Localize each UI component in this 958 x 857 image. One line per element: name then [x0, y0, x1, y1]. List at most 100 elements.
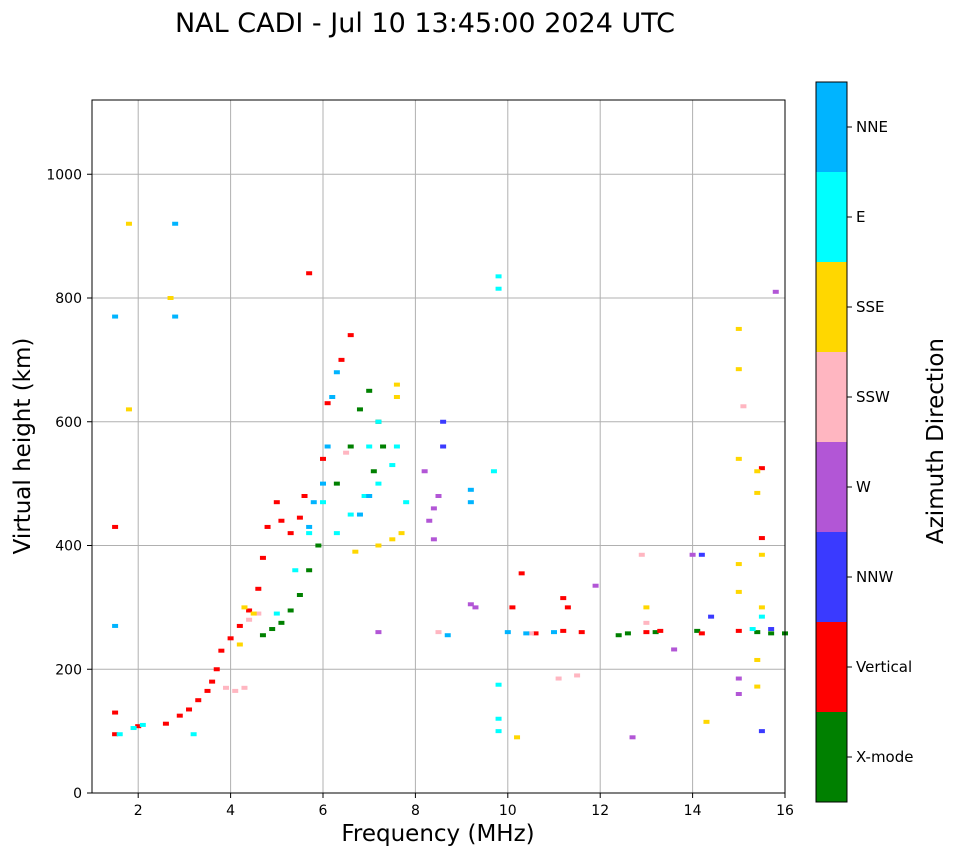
- data-point-vertical: [278, 518, 285, 523]
- data-point-vertical: [209, 679, 216, 684]
- data-point-nne: [329, 395, 336, 399]
- data-point-vertical: [204, 688, 211, 693]
- colorbar-tick-label: SSW: [856, 388, 890, 406]
- data-point-vertical: [176, 713, 183, 718]
- data-point-sse: [375, 543, 382, 548]
- x-tick-label: 12: [591, 803, 609, 819]
- colorbar-tick-label: X-mode: [856, 748, 913, 766]
- data-point-ssw: [555, 676, 562, 681]
- data-point-sse: [398, 531, 405, 536]
- data-point-w: [421, 469, 428, 474]
- x-tick-label: 4: [226, 803, 235, 819]
- data-point-vertical: [112, 524, 119, 529]
- data-point-vertical: [264, 524, 271, 529]
- data-point-sse: [758, 605, 765, 610]
- data-point-sse: [754, 657, 761, 662]
- y-tick-label: 400: [55, 539, 82, 555]
- data-point-sse: [125, 407, 132, 412]
- data-point-nne: [523, 631, 530, 636]
- data-point-ssw: [343, 450, 350, 455]
- data-point-x-mode: [624, 631, 631, 636]
- data-point-vertical: [518, 571, 525, 576]
- data-point-nne: [551, 630, 557, 635]
- data-point-vertical: [509, 605, 516, 610]
- colorbar-segment: [816, 82, 847, 172]
- data-point-sse: [352, 549, 359, 554]
- data-point-nne: [467, 500, 474, 505]
- data-point-w: [430, 537, 437, 542]
- data-point-nne: [324, 444, 331, 449]
- data-point-sse: [754, 469, 761, 474]
- data-point-vertical: [112, 710, 119, 715]
- data-point-e: [375, 419, 382, 424]
- data-point-vertical: [162, 721, 169, 726]
- data-point-vertical: [758, 536, 765, 541]
- colorbar-segment: [816, 622, 847, 712]
- data-point-w: [629, 735, 636, 740]
- data-point-sse: [758, 552, 765, 557]
- data-point-vertical: [135, 724, 142, 729]
- data-point-nne: [112, 314, 119, 319]
- data-point-e: [490, 469, 497, 474]
- data-point-w: [430, 506, 437, 511]
- colorbar-tick-label: NNW: [856, 568, 893, 586]
- x-tick-label: 8: [411, 803, 420, 819]
- data-point-x-mode: [380, 444, 387, 449]
- data-point-nne: [310, 500, 317, 505]
- data-point-vertical: [287, 531, 294, 536]
- data-point-sse: [754, 490, 761, 495]
- data-point-e: [116, 732, 123, 737]
- data-point-w: [467, 602, 474, 607]
- data-point-e: [347, 512, 354, 517]
- data-point-vertical: [195, 698, 202, 703]
- data-point-w: [472, 605, 479, 610]
- data-point-sse: [167, 296, 174, 300]
- data-point-sse: [735, 456, 742, 461]
- data-point-sse: [236, 642, 243, 647]
- data-point-sse: [754, 684, 761, 689]
- colorbar-segment: [816, 352, 847, 442]
- data-point-x-mode: [296, 593, 303, 597]
- data-point-x-mode: [287, 608, 294, 613]
- data-point-e: [495, 716, 502, 721]
- y-tick-label: 0: [73, 786, 82, 802]
- colorbar-tick-label: W: [856, 478, 871, 496]
- data-point-vertical: [236, 623, 243, 628]
- data-point-ssw: [232, 688, 239, 693]
- data-point-e: [495, 286, 502, 291]
- data-point-vertical: [347, 333, 354, 338]
- data-point-sse: [735, 367, 742, 372]
- colorbar-segment: [816, 712, 847, 802]
- data-point-nne: [467, 487, 474, 492]
- x-tick-label: 10: [499, 803, 517, 819]
- data-point-x-mode: [315, 543, 322, 548]
- data-point-sse: [389, 537, 396, 542]
- y-axis-label: Virtual height (km): [10, 338, 36, 555]
- data-point-e: [139, 722, 146, 727]
- data-point-sse: [125, 221, 132, 226]
- colorbar-label: Azimuth Direction: [923, 338, 949, 544]
- data-point-e: [393, 444, 400, 449]
- data-point-ssw: [574, 673, 581, 678]
- colorbar: X-mode Vertical NNW W SSW SSE E NNE: [815, 81, 913, 803]
- data-point-x-mode: [278, 620, 285, 625]
- data-point-nne: [112, 623, 119, 628]
- data-point-vertical: [306, 271, 313, 276]
- data-points: [112, 221, 788, 740]
- data-point-x-mode: [768, 631, 775, 636]
- data-point-x-mode: [356, 407, 363, 412]
- data-point-vertical: [227, 636, 234, 641]
- data-point-e: [320, 500, 326, 505]
- chart-title: NAL CADI - Jul 10 13:45:00 2024 UTC: [175, 8, 675, 39]
- data-point-vertical: [296, 515, 303, 520]
- data-point-vertical: [255, 586, 262, 591]
- data-point-nne: [366, 494, 373, 498]
- data-point-vertical: [186, 707, 193, 712]
- data-point-ssw: [241, 685, 248, 690]
- data-point-sse: [735, 589, 742, 594]
- data-point-vertical: [657, 628, 664, 633]
- x-tick-label: 14: [684, 803, 702, 819]
- data-point-vertical: [643, 630, 650, 635]
- data-point-nne: [172, 314, 179, 319]
- data-point-vertical: [320, 456, 326, 461]
